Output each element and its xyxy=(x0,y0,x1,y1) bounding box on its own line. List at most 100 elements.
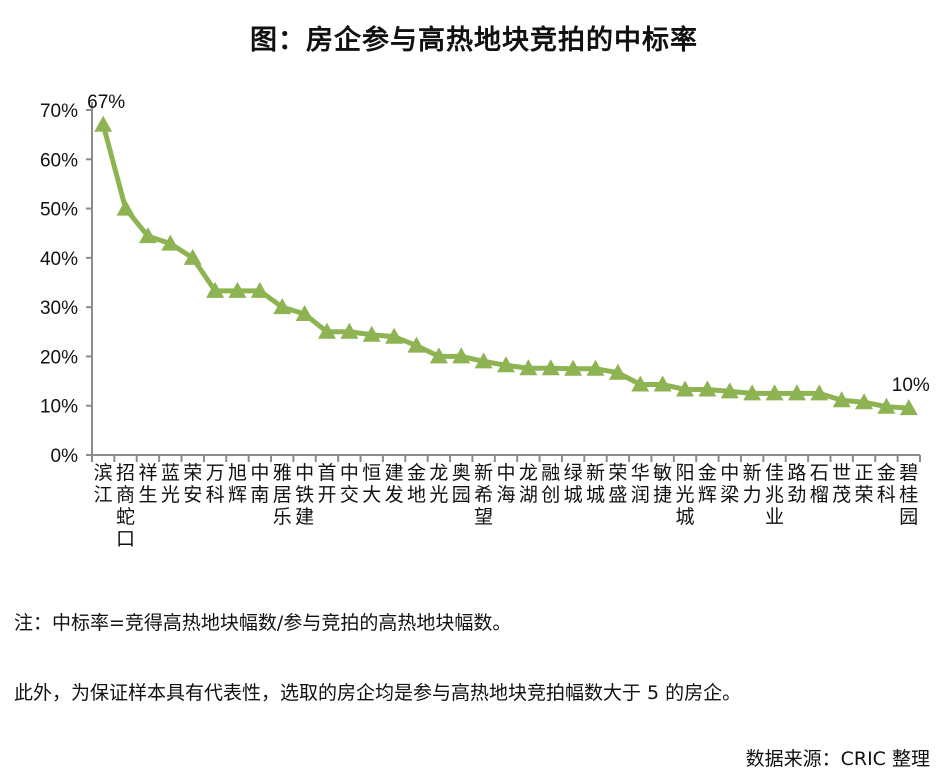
y-tick-label: 60% xyxy=(40,150,78,171)
x-category-label: 铁 xyxy=(295,484,314,506)
x-category-label: 招 xyxy=(116,462,135,484)
x-category-label: 蓝 xyxy=(161,462,180,484)
x-category-label: 盛 xyxy=(608,484,627,506)
x-category-label: 中 xyxy=(720,462,739,484)
triangle-marker xyxy=(743,384,762,401)
x-category-label: 碧 xyxy=(899,462,918,484)
x-category-label: 地 xyxy=(407,484,426,506)
x-category-label: 南 xyxy=(250,484,269,506)
data-label: 67% xyxy=(87,92,125,113)
triangle-marker xyxy=(474,352,493,369)
note-sample-criteria: 此外，为保证样本具有代表性，选取的房企均是参与高热地块竞拍幅数大于 5 的房企。 xyxy=(14,682,742,704)
y-tick-label: 10% xyxy=(40,397,78,418)
x-category-label: 口 xyxy=(116,528,135,550)
x-category-label: 新 xyxy=(743,462,762,484)
x-category-label: 正 xyxy=(855,462,874,484)
x-category-label: 生 xyxy=(138,484,157,506)
x-category-label: 交 xyxy=(340,484,359,506)
note-definition: 注：中标率=竞得高热地块幅数/参与竞拍的高热地块幅数。 xyxy=(14,612,512,634)
y-tick-label: 20% xyxy=(40,347,78,368)
x-category-label: 城 xyxy=(676,506,695,528)
x-category-label: 园 xyxy=(899,506,918,528)
x-category-label: 蛇 xyxy=(116,506,135,528)
triangle-marker xyxy=(362,325,381,342)
triangle-marker xyxy=(138,227,157,244)
x-category-label: 江 xyxy=(94,484,113,506)
data-source: 数据来源：CRIC 整理 xyxy=(745,748,930,770)
x-category-label: 兆 xyxy=(765,484,784,506)
triangle-marker xyxy=(183,248,202,265)
triangle-marker xyxy=(407,336,426,353)
x-category-label: 创 xyxy=(541,484,560,506)
triangle-marker xyxy=(206,281,225,298)
x-category-label: 荣 xyxy=(855,484,874,506)
x-category-label: 中 xyxy=(496,462,515,484)
triangle-marker xyxy=(564,359,583,376)
triangle-marker xyxy=(787,384,806,401)
triangle-marker xyxy=(340,322,359,339)
x-category-label: 融 xyxy=(541,462,560,484)
triangle-marker xyxy=(94,115,113,132)
x-category-label: 新 xyxy=(474,462,493,484)
triangle-marker xyxy=(899,399,918,416)
x-category-label: 荣 xyxy=(608,462,627,484)
triangle-marker xyxy=(698,380,717,397)
triangle-marker xyxy=(631,375,650,392)
x-category-label: 旭 xyxy=(228,462,247,484)
x-category-label: 桂 xyxy=(899,484,918,506)
x-category-label: 金 xyxy=(407,462,426,484)
x-category-label: 金 xyxy=(877,462,896,484)
x-category-label: 乐 xyxy=(273,506,292,528)
triangle-marker xyxy=(497,356,515,373)
y-tick-label: 70% xyxy=(40,101,78,122)
x-category-label: 力 xyxy=(743,484,762,506)
x-category-label: 光 xyxy=(429,484,448,506)
x-category-label: 润 xyxy=(631,484,650,506)
x-category-label: 佳 xyxy=(765,462,784,484)
triangle-marker xyxy=(273,298,292,315)
y-tick-label: 40% xyxy=(40,249,78,270)
chart-title: 图：房企参与高热地块竞拍的中标率 xyxy=(250,25,698,56)
x-category-label: 光 xyxy=(161,484,180,506)
x-category-label: 辉 xyxy=(698,484,717,506)
x-category-label: 滨 xyxy=(94,462,113,484)
x-category-label: 雅 xyxy=(273,462,292,484)
x-category-label: 榴 xyxy=(810,484,829,506)
x-category-label: 龙 xyxy=(519,462,538,484)
x-category-label: 科 xyxy=(877,484,896,506)
triangle-marker xyxy=(810,384,829,401)
x-category-label: 新 xyxy=(586,462,605,484)
x-category-label: 中 xyxy=(340,462,359,484)
y-tick-label: 0% xyxy=(51,446,79,467)
triangle-marker xyxy=(385,327,404,344)
x-category-label: 万 xyxy=(206,462,225,484)
x-category-label: 建 xyxy=(385,462,404,484)
triangle-marker xyxy=(676,380,695,397)
y-tick-label: 30% xyxy=(40,298,78,319)
x-category-label: 绿 xyxy=(564,462,583,484)
x-category-label: 发 xyxy=(385,484,404,506)
x-category-label: 开 xyxy=(317,484,336,506)
triangle-marker xyxy=(250,281,269,298)
triangle-marker xyxy=(541,359,560,376)
triangle-marker xyxy=(765,384,784,401)
data-label: 10% xyxy=(892,375,930,396)
triangle-marker xyxy=(832,391,851,408)
x-category-label: 安 xyxy=(183,484,202,506)
triangle-marker xyxy=(608,363,627,380)
x-category-label: 中 xyxy=(250,462,269,484)
x-category-label: 居 xyxy=(273,484,292,506)
x-category-label: 科 xyxy=(206,484,225,506)
line-chart: 0%10%20%30%40%50%60%70%滨江招商蛇口祥生蓝光荣安万科旭辉中… xyxy=(40,92,930,550)
triangle-marker xyxy=(586,359,605,376)
x-category-label: 龙 xyxy=(429,462,448,484)
x-category-label: 城 xyxy=(586,484,605,506)
x-category-label: 光 xyxy=(676,484,695,506)
x-category-label: 建 xyxy=(295,506,314,528)
x-category-label: 湖 xyxy=(519,484,538,506)
triangle-marker xyxy=(116,199,135,216)
x-category-label: 茂 xyxy=(832,484,851,506)
x-category-label: 金 xyxy=(698,462,717,484)
x-category-label: 敏 xyxy=(653,462,672,484)
x-category-label: 梁 xyxy=(720,484,739,506)
